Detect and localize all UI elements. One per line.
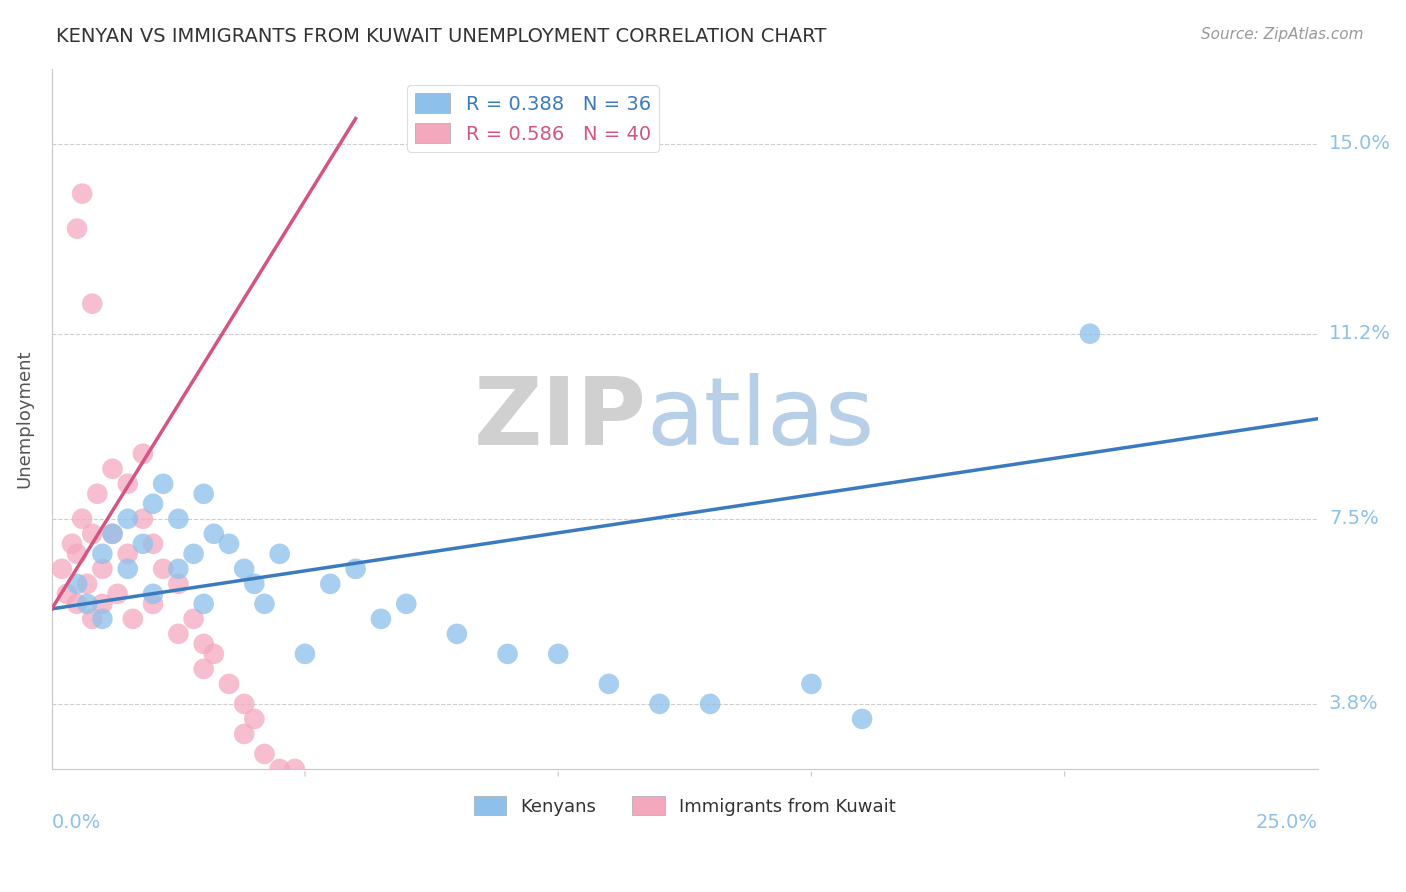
Point bbox=[91, 547, 114, 561]
Text: atlas: atlas bbox=[647, 373, 875, 465]
Point bbox=[1078, 326, 1101, 341]
Point bbox=[202, 526, 225, 541]
Point bbox=[117, 547, 139, 561]
Point bbox=[598, 677, 620, 691]
Point bbox=[202, 647, 225, 661]
Text: 0.0%: 0.0% bbox=[52, 814, 101, 832]
Point bbox=[142, 597, 165, 611]
Point bbox=[51, 562, 73, 576]
Text: Source: ZipAtlas.com: Source: ZipAtlas.com bbox=[1201, 27, 1364, 42]
Point bbox=[70, 186, 93, 201]
Point bbox=[193, 597, 215, 611]
Point bbox=[446, 627, 468, 641]
Point bbox=[167, 627, 190, 641]
Point bbox=[800, 677, 823, 691]
Point bbox=[851, 712, 873, 726]
Point bbox=[370, 612, 392, 626]
Text: 7.5%: 7.5% bbox=[1329, 509, 1379, 528]
Point bbox=[132, 537, 155, 551]
Point bbox=[142, 587, 165, 601]
Point bbox=[117, 512, 139, 526]
Point bbox=[132, 447, 155, 461]
Point bbox=[233, 562, 256, 576]
Point bbox=[183, 547, 205, 561]
Point bbox=[60, 537, 83, 551]
Point bbox=[167, 577, 190, 591]
Point bbox=[193, 487, 215, 501]
Point bbox=[496, 647, 519, 661]
Point bbox=[91, 562, 114, 576]
Text: 3.8%: 3.8% bbox=[1329, 694, 1379, 714]
Point bbox=[699, 697, 721, 711]
Text: 15.0%: 15.0% bbox=[1329, 134, 1391, 153]
Point bbox=[70, 512, 93, 526]
Point bbox=[132, 512, 155, 526]
Point bbox=[142, 497, 165, 511]
Point bbox=[218, 677, 240, 691]
Point bbox=[66, 547, 89, 561]
Point bbox=[101, 526, 124, 541]
Point bbox=[319, 577, 342, 591]
Point bbox=[56, 587, 79, 601]
Point bbox=[66, 597, 89, 611]
Point bbox=[253, 747, 276, 761]
Point bbox=[142, 537, 165, 551]
Text: KENYAN VS IMMIGRANTS FROM KUWAIT UNEMPLOYMENT CORRELATION CHART: KENYAN VS IMMIGRANTS FROM KUWAIT UNEMPLO… bbox=[56, 27, 827, 45]
Text: ZIP: ZIP bbox=[474, 373, 647, 465]
Point bbox=[183, 612, 205, 626]
Point bbox=[152, 562, 174, 576]
Point bbox=[91, 597, 114, 611]
Point bbox=[107, 587, 129, 601]
Point bbox=[82, 296, 104, 310]
Point bbox=[294, 647, 316, 661]
Point bbox=[167, 512, 190, 526]
Point bbox=[253, 597, 276, 611]
Point bbox=[269, 547, 291, 561]
Point bbox=[193, 662, 215, 676]
Point bbox=[648, 697, 671, 711]
Point bbox=[82, 526, 104, 541]
Legend: Kenyans, Immigrants from Kuwait: Kenyans, Immigrants from Kuwait bbox=[467, 789, 903, 823]
Point bbox=[82, 612, 104, 626]
Point bbox=[121, 612, 143, 626]
Point bbox=[101, 462, 124, 476]
Point bbox=[233, 727, 256, 741]
Text: 11.2%: 11.2% bbox=[1329, 324, 1391, 343]
Point bbox=[91, 612, 114, 626]
Point bbox=[193, 637, 215, 651]
Point bbox=[269, 762, 291, 776]
Point bbox=[66, 577, 89, 591]
Point bbox=[101, 526, 124, 541]
Point bbox=[294, 777, 316, 791]
Point bbox=[233, 697, 256, 711]
Point bbox=[76, 577, 98, 591]
Point bbox=[547, 647, 569, 661]
Point bbox=[86, 487, 108, 501]
Text: 25.0%: 25.0% bbox=[1256, 814, 1317, 832]
Point bbox=[152, 476, 174, 491]
Point bbox=[243, 577, 266, 591]
Point bbox=[167, 562, 190, 576]
Point bbox=[243, 712, 266, 726]
Point bbox=[76, 597, 98, 611]
Point bbox=[117, 562, 139, 576]
Point bbox=[218, 537, 240, 551]
Point bbox=[395, 597, 418, 611]
Point bbox=[66, 221, 89, 235]
Point bbox=[117, 476, 139, 491]
Point bbox=[344, 562, 367, 576]
Point bbox=[284, 762, 307, 776]
Y-axis label: Unemployment: Unemployment bbox=[15, 350, 32, 488]
